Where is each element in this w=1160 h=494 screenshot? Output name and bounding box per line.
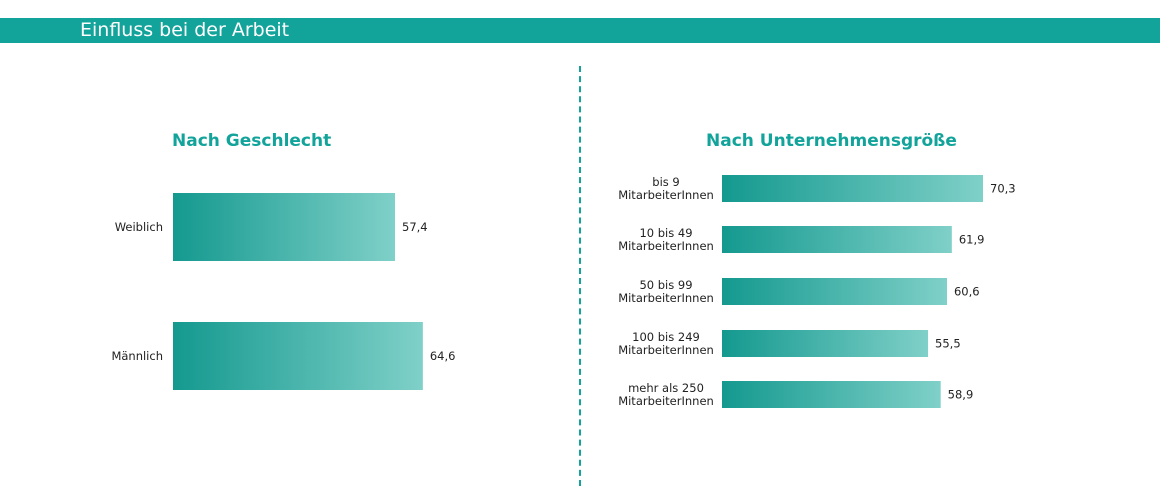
data-label-size-0: 70,3 bbox=[990, 182, 1016, 196]
data-label-size-1: 61,9 bbox=[959, 233, 985, 247]
chart-title-company-size: Nach Unternehmensgröße bbox=[706, 131, 957, 151]
category-label-gender-0: Weiblich bbox=[115, 220, 163, 234]
chart-title-gender: Nach Geschlecht bbox=[172, 131, 332, 151]
bar-gender-0 bbox=[173, 193, 395, 261]
bar-size-0 bbox=[722, 175, 983, 202]
page-title: Einfluss bei der Arbeit bbox=[80, 19, 290, 41]
data-label-gender-1: 64,6 bbox=[430, 349, 456, 363]
chart-company-size: 70,3 bis 9 MitarbeiterInnen 61,9 10 bis 49 Mi… bbox=[618, 175, 1016, 408]
bar-size-1 bbox=[722, 226, 952, 253]
data-label-size-4: 58,9 bbox=[948, 388, 974, 402]
bar-size-3 bbox=[722, 330, 929, 357]
data-label-size-3: 55,5 bbox=[935, 337, 961, 351]
category-label-size-1: 10 bis 49 MitarbeiterInnen bbox=[618, 226, 714, 253]
chart-gender: 57,4 Weiblich 64,6 Männlich bbox=[111, 193, 455, 390]
section-divider bbox=[579, 66, 581, 486]
bar-size-4 bbox=[722, 381, 941, 408]
data-label-size-2: 60,6 bbox=[954, 285, 980, 299]
category-label-gender-1: Männlich bbox=[111, 349, 163, 363]
category-label-size-0: bis 9 MitarbeiterInnen bbox=[618, 175, 714, 202]
data-label-gender-0: 57,4 bbox=[402, 220, 428, 234]
category-label-size-3: 100 bis 249 MitarbeiterInnen bbox=[618, 330, 714, 357]
bar-size-2 bbox=[722, 278, 947, 305]
header-band: Einfluss bei der Arbeit bbox=[0, 18, 1160, 43]
category-label-size-4: mehr als 250 MitarbeiterInnen bbox=[618, 381, 714, 408]
category-label-size-2: 50 bis 99 MitarbeiterInnen bbox=[618, 278, 714, 305]
bar-gender-1 bbox=[173, 322, 423, 390]
